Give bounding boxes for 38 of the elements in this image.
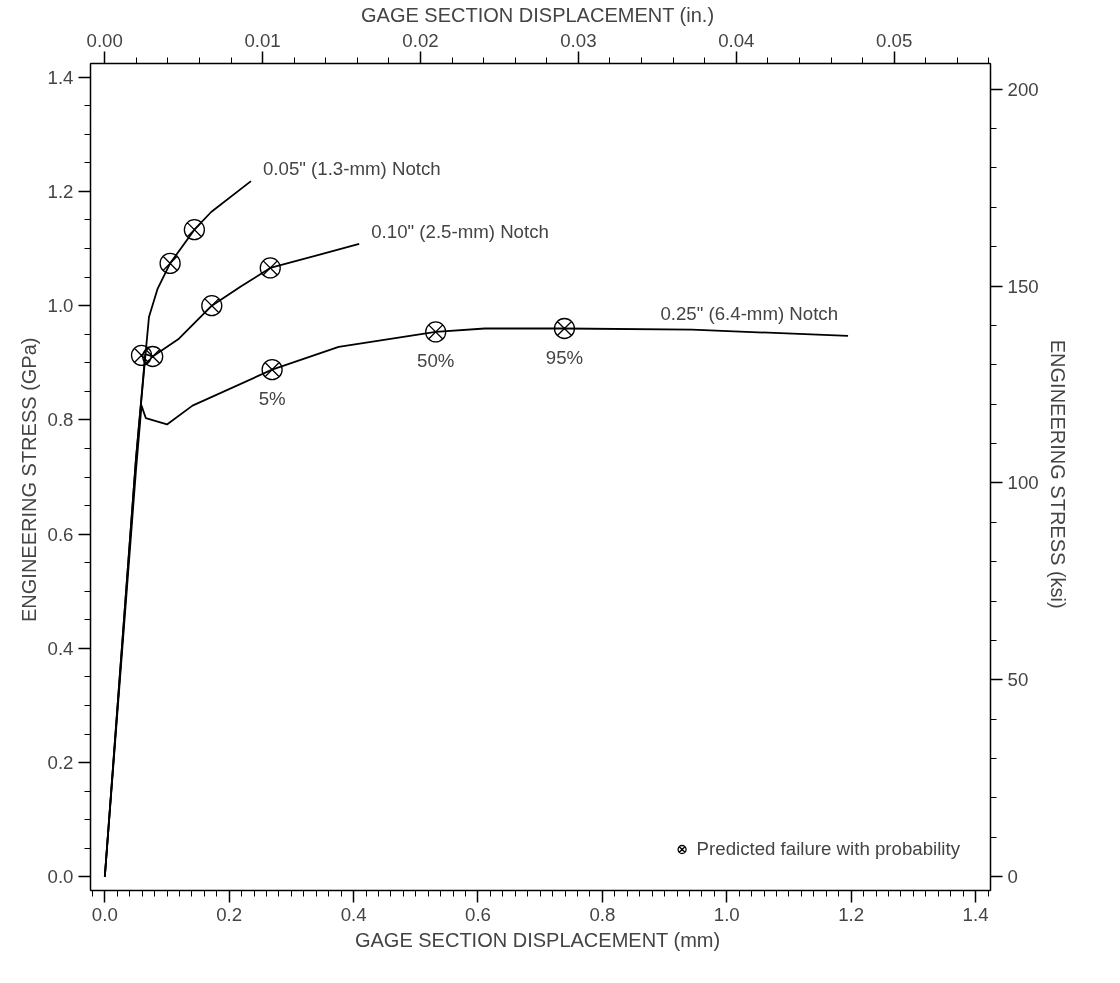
y-tick-label: 0.6: [47, 523, 74, 545]
annotation: 5%: [258, 387, 286, 409]
legend-label: Predicted failure with probability: [696, 838, 960, 860]
y2-axis-title: ENGINEERING STRESS (ksi): [1046, 339, 1069, 609]
x2-tick-label: 0.02: [402, 29, 439, 51]
x-tick-label: 0.4: [340, 903, 367, 925]
x2-tick-label: 0.05: [876, 29, 913, 51]
x-tick-label: 1.2: [838, 903, 865, 925]
series-label: 0.05" (1.3-mm) Notch: [262, 158, 441, 180]
y-tick-label: 1.4: [47, 66, 74, 88]
x2-tick-label: 0.00: [86, 29, 123, 51]
y2-tick-label: 200: [1007, 78, 1039, 100]
y-tick-label: 0.4: [47, 637, 74, 659]
x-tick-label: 1.0: [713, 903, 740, 925]
x2-tick-label: 0.03: [560, 29, 597, 51]
y-tick-label: 1.0: [47, 295, 74, 317]
x2-tick-label: 0.01: [244, 29, 281, 51]
x2-tick-label: 0.04: [718, 29, 755, 51]
y2-tick-label: 150: [1007, 275, 1039, 297]
series-label: 0.25" (6.4-mm) Notch: [660, 302, 839, 324]
series-label: 0.10" (2.5-mm) Notch: [371, 220, 549, 242]
x-tick-label: 1.4: [962, 903, 989, 925]
x-tick-label: 0.2: [216, 903, 243, 925]
annotation: 50%: [417, 349, 455, 371]
y2-tick-label: 100: [1007, 472, 1039, 494]
y2-tick-label: 50: [1007, 669, 1029, 691]
x-tick-label: 0.6: [465, 903, 491, 925]
annotation: 95%: [545, 346, 584, 368]
y2-tick-label: 0: [1007, 866, 1018, 888]
y-axis-title: ENGINEERING STRESS (GPa): [17, 337, 40, 623]
y-tick-label: 0.0: [47, 866, 74, 888]
x-axis-title: GAGE SECTION DISPLACEMENT (mm): [354, 928, 721, 951]
x-tick-label: 0.8: [589, 903, 616, 925]
y-tick-label: 0.8: [47, 409, 74, 431]
x2-axis-title: GAGE SECTION DISPLACEMENT (in.): [361, 3, 715, 26]
x-tick-label: 0.0: [91, 903, 118, 925]
y-tick-label: 0.2: [47, 752, 74, 774]
y-tick-label: 1.2: [47, 180, 74, 202]
